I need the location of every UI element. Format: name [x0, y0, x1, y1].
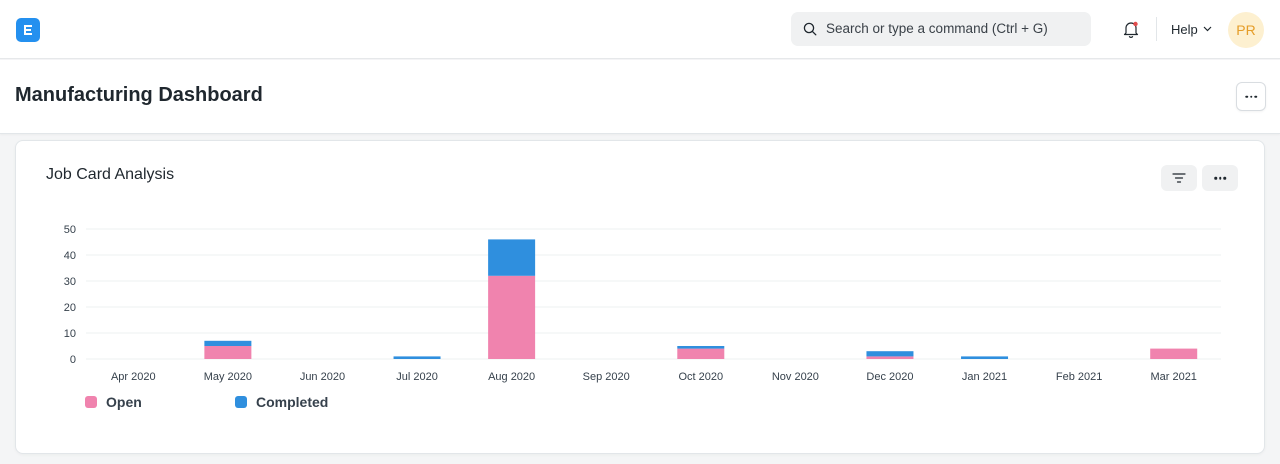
bar-open[interactable] — [204, 346, 252, 359]
erpnext-logo-icon[interactable] — [16, 18, 40, 42]
help-dropdown[interactable]: Help — [1171, 19, 1212, 39]
y-tick-label: 50 — [64, 224, 76, 236]
page-menu-button[interactable] — [1236, 82, 1266, 111]
x-tick-label: Mar 2021 — [1150, 371, 1196, 383]
x-tick-label: Jun 2020 — [300, 371, 345, 383]
y-tick-label: 30 — [64, 276, 76, 288]
legend-swatch-open — [85, 396, 97, 408]
x-tick-label: Feb 2021 — [1056, 371, 1102, 383]
avatar[interactable]: PR — [1228, 12, 1264, 48]
y-tick-label: 20 — [64, 302, 76, 314]
bar-open[interactable] — [677, 348, 725, 359]
y-tick-label: 0 — [70, 354, 76, 366]
legend-item-open[interactable]: Open — [85, 394, 142, 410]
search-icon — [803, 22, 817, 36]
bar-completed[interactable] — [204, 340, 252, 346]
legend-swatch-completed — [235, 396, 247, 408]
legend-label-completed: Completed — [256, 394, 329, 410]
bar-open[interactable] — [488, 275, 536, 359]
chevron-down-icon — [1203, 26, 1212, 32]
page-title: Manufacturing Dashboard — [15, 84, 263, 106]
bar-completed[interactable] — [961, 356, 1009, 359]
x-tick-label: Oct 2020 — [678, 371, 723, 383]
search-input[interactable]: Search or type a command (Ctrl + G) — [826, 21, 1048, 36]
bar-open[interactable] — [1150, 348, 1198, 359]
chart-menu-button[interactable] — [1202, 165, 1238, 191]
chart-card: Job Card Analysis 0 10 20 30 40 50 Apr 2020 May… — [15, 140, 1265, 454]
x-tick-label: Sep 2020 — [583, 371, 630, 383]
bar-completed[interactable] — [393, 356, 441, 359]
bell-icon[interactable] — [1121, 19, 1141, 39]
filter-icon — [1172, 173, 1186, 183]
legend-label-open: Open — [106, 394, 142, 410]
help-label: Help — [1171, 21, 1198, 37]
x-tick-label: Jan 2021 — [962, 371, 1007, 383]
bar-completed[interactable] — [677, 346, 725, 349]
bar-completed[interactable] — [866, 351, 914, 357]
ellipsis-icon — [1214, 176, 1226, 180]
x-tick-label: Dec 2020 — [866, 371, 913, 383]
x-tick-label: May 2020 — [204, 371, 252, 383]
x-tick-label: Jul 2020 — [396, 371, 438, 383]
x-tick-label: Apr 2020 — [111, 371, 156, 383]
bar-completed[interactable] — [488, 239, 536, 276]
job-card-chart: 0 10 20 30 40 50 Apr 2020 May 2020 Jun 2020 Jul 2… — [64, 224, 1221, 383]
y-tick-label: 10 — [64, 328, 76, 340]
navbar: Search or type a command (Ctrl + G) Help… — [0, 0, 1280, 59]
x-tick-label: Aug 2020 — [488, 371, 535, 383]
legend-item-completed[interactable]: Completed — [235, 394, 328, 410]
page-header: Manufacturing Dashboard — [0, 60, 1280, 134]
y-tick-label: 40 — [64, 250, 76, 262]
chart-title: Job Card Analysis — [46, 166, 175, 183]
bar-open[interactable] — [866, 356, 914, 359]
ellipsis-icon — [1245, 95, 1257, 98]
navbar-divider — [1156, 17, 1157, 41]
filter-button[interactable] — [1161, 165, 1197, 191]
x-tick-label: Nov 2020 — [772, 371, 819, 383]
search-bar[interactable]: Search or type a command (Ctrl + G) — [791, 12, 1091, 46]
